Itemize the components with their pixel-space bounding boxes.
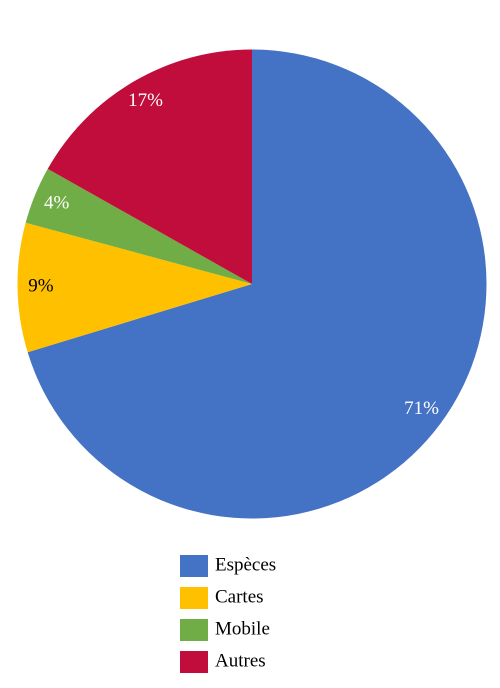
pie-slice — [17, 222, 253, 353]
legend-swatch — [180, 651, 208, 673]
legend-label: Mobile — [215, 618, 270, 639]
legend-swatch — [180, 555, 208, 577]
data-label: 4% — [44, 192, 70, 213]
pie-slice — [47, 49, 253, 284]
legend-label: Cartes — [215, 586, 264, 607]
data-label: 9% — [28, 276, 54, 297]
legend-label: Espèces — [215, 554, 276, 575]
legend-swatch — [180, 587, 208, 609]
legend-label: Autres — [215, 650, 266, 671]
pie-slice — [25, 168, 253, 284]
pie-slice — [27, 49, 487, 519]
data-label: 71% — [404, 398, 439, 419]
data-label: 17% — [128, 90, 163, 111]
legend-swatch — [180, 619, 208, 641]
